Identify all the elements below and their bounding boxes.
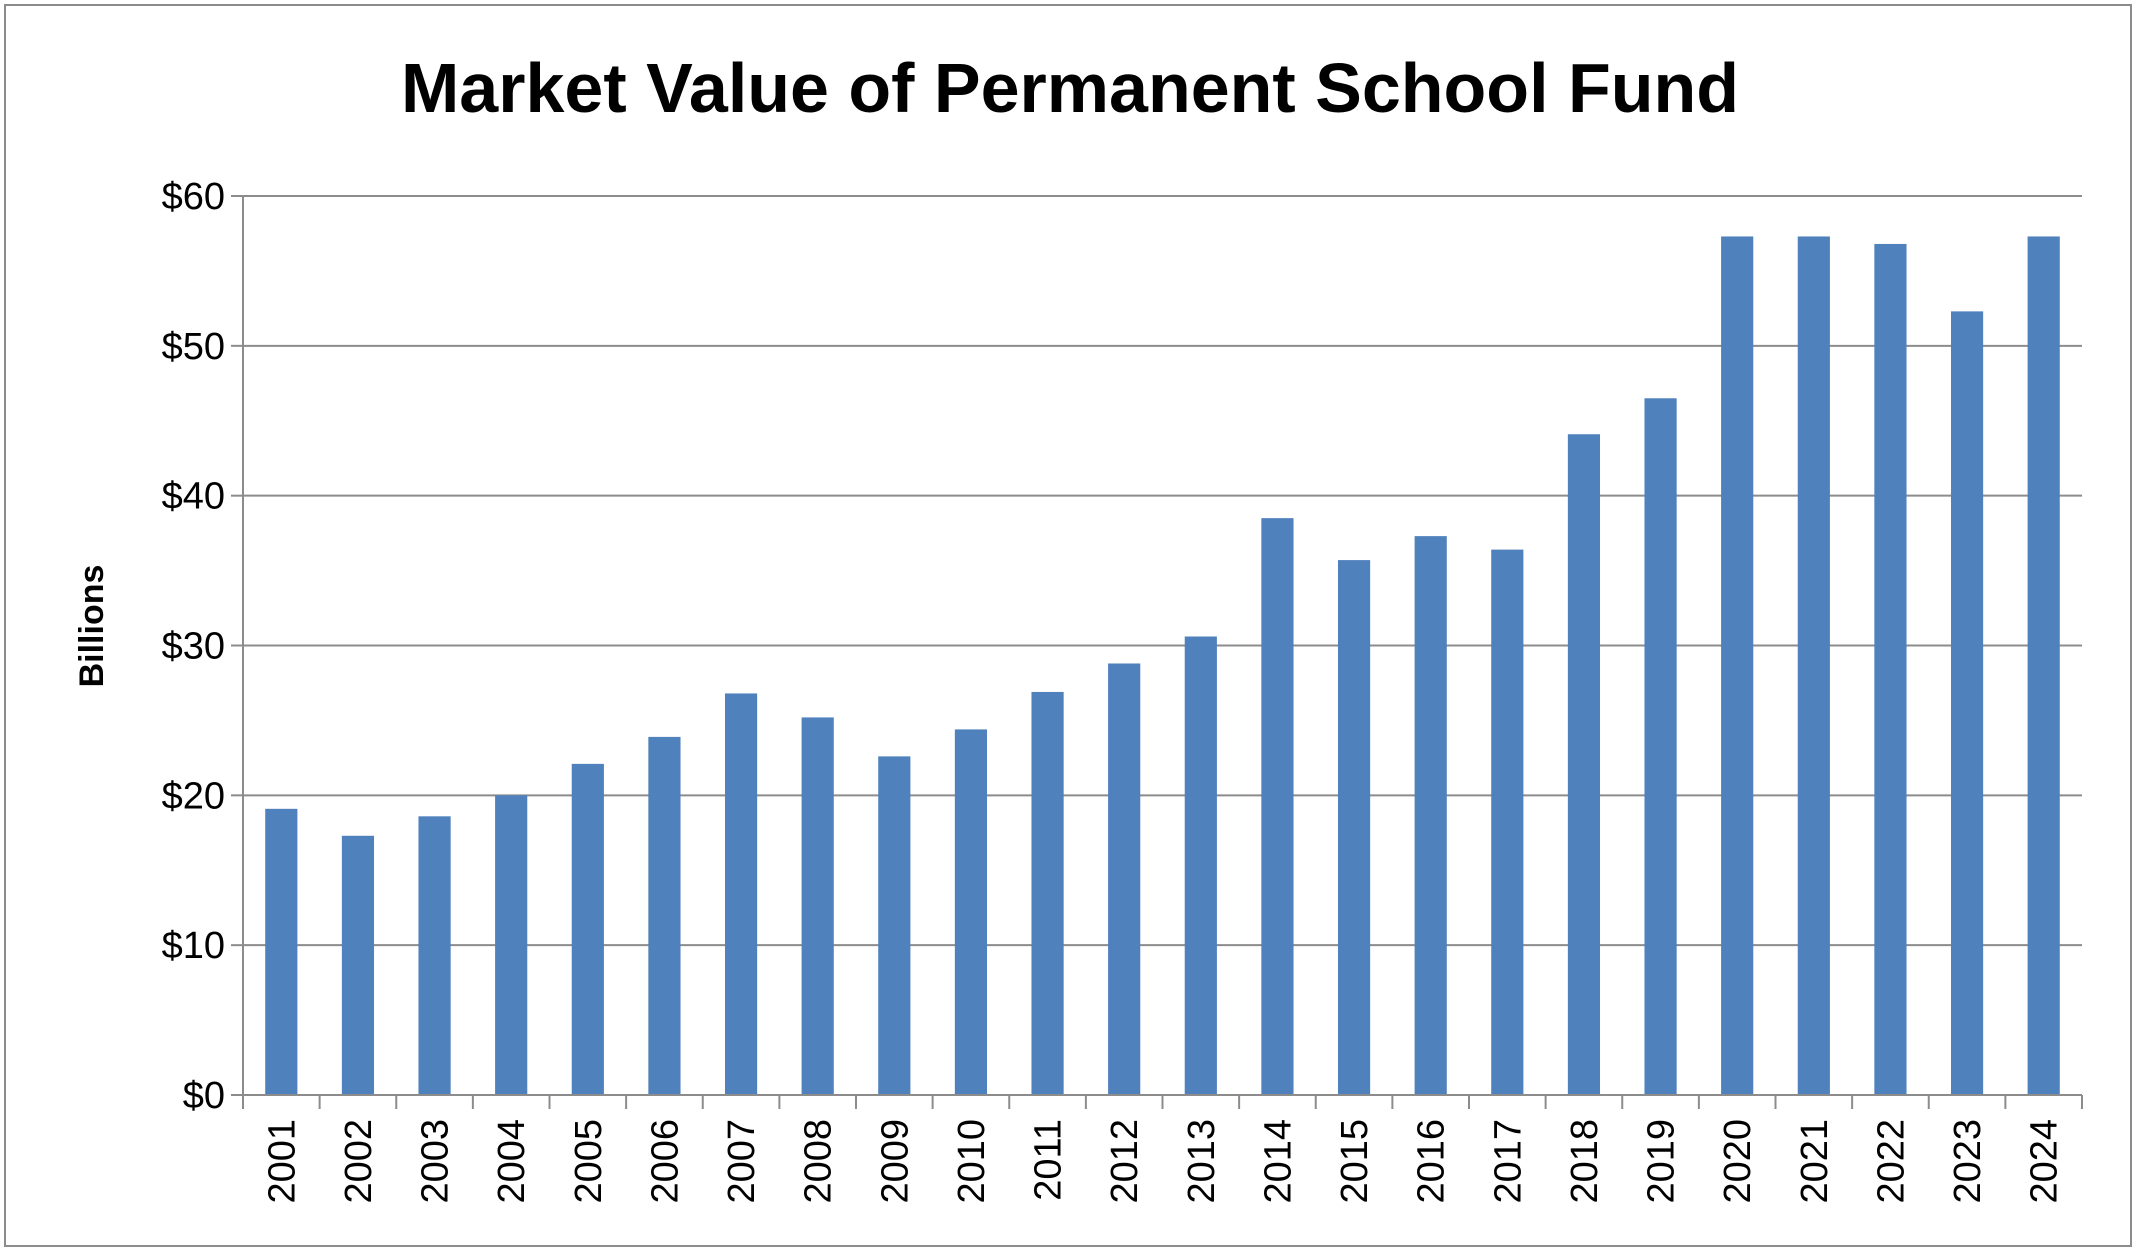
bar-2024 (2027, 236, 2060, 1095)
y-axis-title: Billions (73, 565, 111, 688)
gridlines (243, 195, 2082, 947)
bar-2011 (1031, 691, 1064, 1095)
bar-2022 (1874, 243, 1907, 1096)
y-tick-label: $0 (183, 1075, 225, 1117)
bar-2020 (1721, 236, 1754, 1095)
bar-2006 (648, 736, 681, 1095)
bar-2023 (1950, 311, 1984, 1095)
bar-2017 (1491, 549, 1524, 1095)
x-tick-label: 2006 (644, 1119, 686, 1204)
x-tick-label: 2020 (1717, 1119, 1759, 1204)
bars (265, 236, 2060, 1096)
y-tick-label: $40 (162, 476, 225, 518)
tick-labels: $0 $10 $20 $30 $40 $50 $60 2001 2002 2003 2004 2005… (162, 176, 2066, 1204)
x-tick-label: 2016 (1411, 1119, 1453, 1204)
bar-2008 (801, 717, 834, 1095)
y-tick-label: $50 (162, 326, 225, 368)
bar-2014 (1261, 518, 1294, 1095)
axes (231, 195, 2083, 1109)
bar-2010 (954, 729, 988, 1095)
bar-2001 (265, 808, 298, 1095)
bar-2002 (341, 835, 375, 1095)
bar-2019 (1644, 398, 1677, 1095)
bar-2015 (1337, 560, 1371, 1095)
x-tick-label: 2021 (1794, 1119, 1836, 1204)
bar-2012 (1108, 663, 1141, 1095)
bar-2005 (571, 763, 604, 1095)
x-tick-label: 2002 (338, 1119, 380, 1204)
x-tick-label: 2010 (951, 1119, 993, 1204)
x-tick-label: 2013 (1181, 1119, 1223, 1204)
x-tick-label: 2019 (1641, 1119, 1683, 1204)
bar-2021 (1797, 236, 1830, 1095)
x-tick-label: 2018 (1564, 1119, 1606, 1204)
x-tick-label: 2003 (415, 1119, 457, 1204)
bar-2009 (878, 756, 911, 1095)
y-tick-label: $20 (162, 775, 225, 817)
y-tick-label: $60 (162, 176, 225, 218)
y-tick-label: $10 (162, 925, 225, 967)
x-tick-label: 2009 (874, 1119, 916, 1204)
bar-2003 (418, 816, 451, 1095)
bar-2007 (724, 693, 758, 1095)
x-tick-label: 2005 (568, 1119, 610, 1204)
x-tick-label: 2004 (491, 1119, 533, 1204)
bar-2013 (1184, 636, 1217, 1095)
x-tick-label: 2007 (721, 1119, 763, 1204)
bar-2004 (495, 795, 528, 1095)
x-tick-label: 2015 (1334, 1119, 1376, 1204)
x-tick-label: 2022 (1870, 1119, 1912, 1204)
x-tick-label: 2014 (1257, 1119, 1299, 1204)
y-tick-label: $30 (162, 626, 225, 668)
x-tick-label: 2008 (798, 1119, 840, 1204)
x-tick-label: 2023 (1947, 1119, 1989, 1204)
x-tick-label: 2012 (1104, 1119, 1146, 1204)
bar-2018 (1567, 434, 1601, 1095)
chart-title: Market Value of Permanent School Fund (400, 49, 1740, 127)
x-tick-label: 2011 (1028, 1119, 1070, 1201)
x-tick-label: 2001 (261, 1119, 303, 1204)
bar-2016 (1414, 536, 1447, 1095)
x-tick-label: 2024 (2024, 1119, 2066, 1204)
x-tick-label: 2017 (1487, 1119, 1529, 1204)
